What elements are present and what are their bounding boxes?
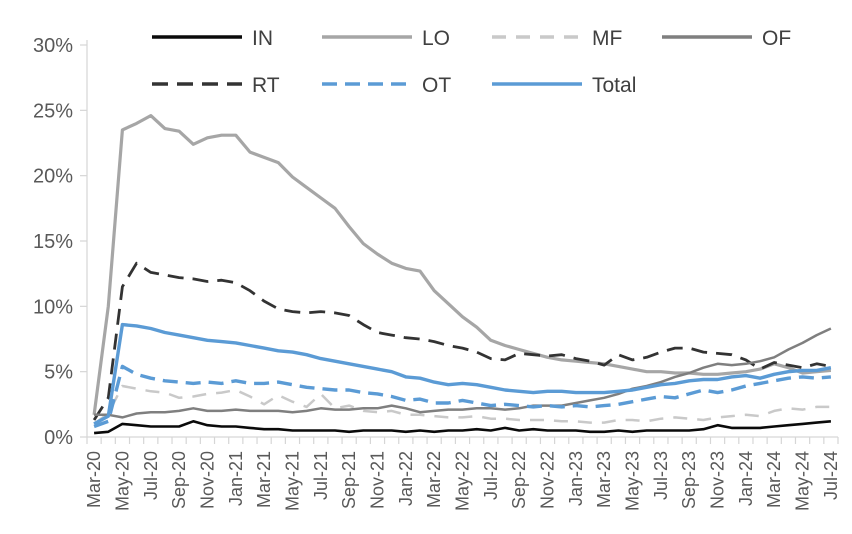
legend-label: OT (422, 74, 451, 97)
x-axis-label: Mar-22 (424, 451, 444, 508)
y-axis-label: 30% (33, 35, 73, 57)
legend-item-lo: LO (322, 27, 450, 50)
x-axis-label: Nov-21 (367, 451, 387, 509)
chart-legend: IN LO MF OF RT OT Total (152, 27, 791, 97)
x-axis-label: Jul-23 (651, 451, 671, 500)
series-line-rt (92, 261, 832, 421)
x-axis-label: Jan-24 (736, 451, 756, 506)
legend-item-in: IN (152, 27, 273, 50)
x-axis-label: Mar-21 (254, 451, 274, 508)
legend-item-of: OF (662, 27, 791, 50)
x-axis-label: Mar-20 (84, 451, 104, 508)
x-axis-label: Sep-21 (339, 451, 359, 509)
x-axis-label: May-24 (793, 451, 813, 511)
x-axis-label: Jan-23 (566, 451, 586, 506)
series-line-lo (92, 113, 832, 416)
legend-label: OF (762, 27, 791, 50)
y-axis-label: 0% (44, 427, 73, 449)
legend-item-total: Total (492, 74, 636, 97)
legend-item-rt: RT (152, 74, 280, 97)
legend-label: MF (592, 27, 622, 50)
series-line-of (94, 327, 832, 419)
x-axis-label: Nov-23 (708, 451, 728, 509)
legend-item-mf: MF (492, 27, 622, 50)
y-axis-label: 15% (33, 231, 73, 253)
x-axis-label: Mar-24 (764, 451, 784, 508)
legend-label: LO (422, 27, 450, 50)
y-axis-label: 5% (44, 362, 73, 384)
x-axis-label: Jul-22 (481, 451, 501, 500)
series-line-in (93, 419, 832, 435)
x-axis-label: Sep-22 (509, 451, 529, 509)
y-axis-label: 25% (33, 100, 73, 122)
x-axis-label: Jul-24 (821, 451, 841, 500)
series-line-ot (93, 364, 832, 429)
legend-label: IN (252, 27, 273, 50)
x-axis-label: Jul-21 (311, 451, 331, 500)
x-axis-label: Mar-23 (594, 451, 614, 508)
x-axis-label: Sep-20 (169, 451, 189, 509)
x-axis-label: Nov-22 (538, 451, 558, 509)
x-axis-label: Jan-21 (226, 451, 246, 506)
x-axis-label: May-20 (112, 451, 132, 511)
legend-label: Total (592, 74, 636, 97)
y-axis-label: 10% (33, 296, 73, 318)
legend-item-ot: OT (322, 74, 451, 97)
x-axis-label: Jan-22 (396, 451, 416, 506)
series-line-mf (93, 384, 831, 425)
x-axis-label: Sep-23 (679, 451, 699, 509)
x-axis-label: May-21 (282, 451, 302, 511)
y-axis-label: 20% (33, 166, 73, 188)
x-axis-label: Nov-20 (197, 451, 217, 509)
x-axis-label: Jul-20 (141, 451, 161, 500)
series-line-total (93, 322, 832, 426)
legend-label: RT (252, 74, 280, 97)
x-axis-label: May-23 (623, 451, 643, 511)
x-axis-label: May-22 (453, 451, 473, 511)
